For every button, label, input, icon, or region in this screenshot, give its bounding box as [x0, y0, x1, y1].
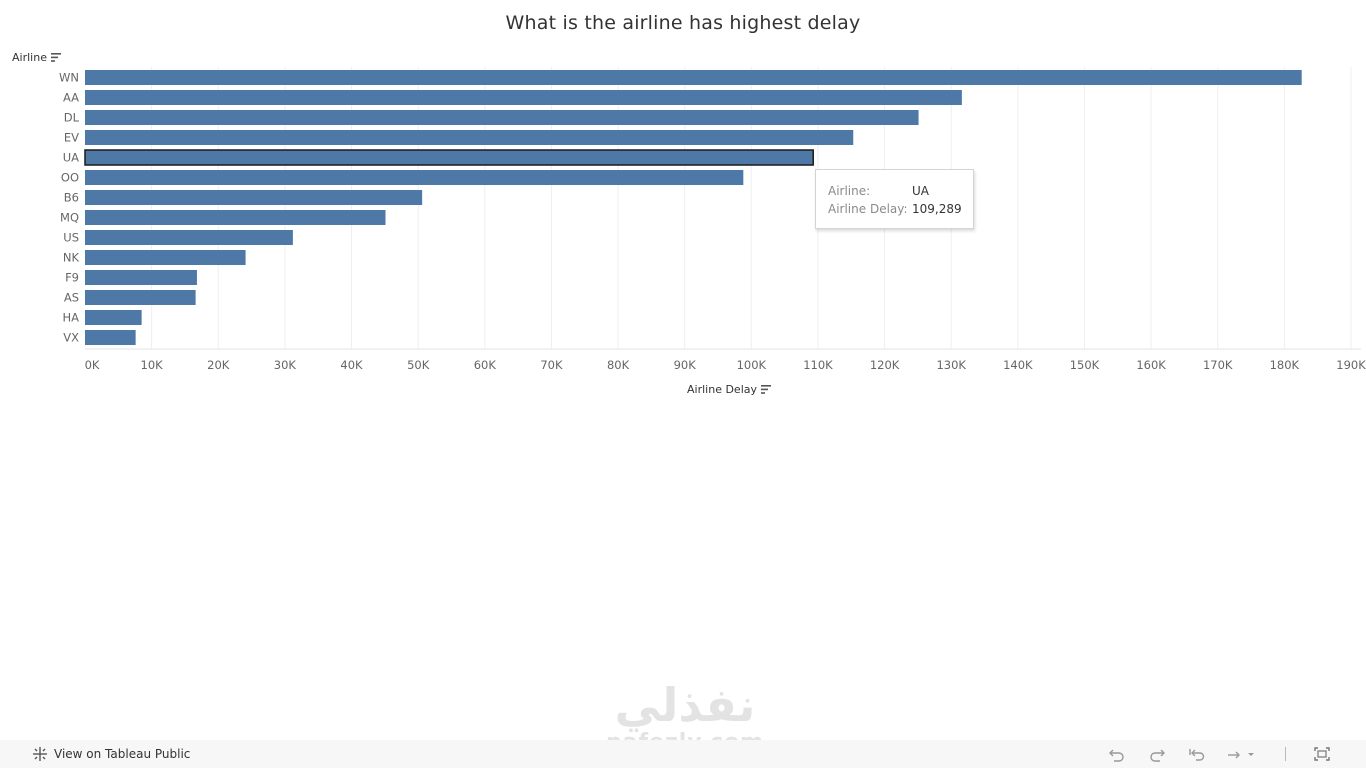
redo-icon[interactable] — [1148, 746, 1166, 762]
tableau-logo-icon — [33, 747, 47, 761]
toolbar-divider — [1285, 747, 1286, 761]
chart-title: What is the airline has highest delay — [505, 12, 861, 34]
tooltip-airline-value: UA — [912, 184, 929, 198]
y-tick-label: NK — [63, 251, 80, 265]
y-tick-label: UA — [63, 151, 79, 165]
footer-toolbar: View on Tableau Public — [0, 740, 1366, 768]
x-tick-label: 190K — [1336, 358, 1366, 372]
x-tick-label: 40K — [340, 358, 363, 372]
x-tick-label: 80K — [607, 358, 630, 372]
y-tick-label: F9 — [65, 271, 79, 285]
bar-wn[interactable] — [85, 70, 1302, 85]
x-tick-label: 0K — [85, 358, 100, 372]
bar-aa[interactable] — [85, 90, 962, 105]
bar-chart: 0K 10K 20K 30K 40K 50K 60K 70K 80K 90K 100K 110K 120… — [59, 67, 1366, 372]
bar-b6[interactable] — [85, 190, 423, 205]
x-tick-label: 130K — [936, 358, 966, 372]
bar-f9[interactable] — [85, 270, 197, 285]
bar-us[interactable] — [85, 230, 293, 245]
y-tick-label: WN — [59, 71, 79, 85]
bar-mq[interactable] — [85, 210, 386, 225]
sort-icon[interactable] — [50, 53, 61, 62]
x-tick-label: 50K — [407, 358, 430, 372]
x-tick-label: 140K — [1003, 358, 1033, 372]
x-tick-label: 70K — [540, 358, 563, 372]
x-axis-title: Airline Delay — [687, 383, 757, 396]
refresh-dropdown-icon[interactable] — [1226, 746, 1256, 762]
tooltip-delay-label: Airline Delay: — [828, 202, 908, 216]
bar-nk[interactable] — [85, 250, 246, 265]
view-on-tableau-public-button[interactable]: View on Tableau Public — [32, 746, 190, 762]
y-tick-label: B6 — [64, 191, 79, 205]
bar-dl[interactable] — [85, 110, 919, 125]
y-tick-label: DL — [64, 111, 80, 125]
tooltip: Airline: UA Airline Delay: 109,289 — [815, 169, 974, 229]
x-tick-label: 90K — [674, 358, 697, 372]
x-axis-header[interactable]: Airline Delay — [687, 383, 771, 396]
view-on-tableau-public-label: View on Tableau Public — [54, 747, 191, 761]
bar-ha[interactable] — [85, 310, 142, 325]
x-tick-label: 120K — [870, 358, 900, 372]
fullscreen-icon[interactable] — [1313, 746, 1331, 762]
y-tick-label: OO — [61, 171, 79, 185]
watermark-arabic: نفذلي — [614, 678, 756, 732]
x-tick-label: 150K — [1070, 358, 1100, 372]
sort-icon[interactable] — [761, 385, 771, 394]
x-tick-label: 10K — [141, 358, 164, 372]
tooltip-delay-value: 109,289 — [912, 202, 962, 216]
bar-vx[interactable] — [85, 330, 136, 345]
y-axis-header[interactable]: Airline — [12, 51, 61, 64]
y-tick-label: US — [63, 231, 79, 245]
x-tick-label: 160K — [1136, 358, 1166, 372]
tooltip-airline-label: Airline: — [828, 184, 871, 198]
y-tick-label: HA — [62, 311, 79, 325]
y-tick-label: EV — [64, 131, 79, 145]
revert-icon[interactable] — [1188, 746, 1206, 762]
y-tick-label: AS — [64, 291, 79, 305]
bar-oo[interactable] — [85, 170, 744, 185]
bar-ev[interactable] — [85, 130, 854, 145]
bar-as[interactable] — [85, 290, 196, 305]
x-tick-label: 20K — [207, 358, 230, 372]
y-axis-title: Airline — [12, 51, 47, 64]
undo-icon[interactable] — [1108, 746, 1126, 762]
x-tick-label: 100K — [737, 358, 767, 372]
x-tick-label: 30K — [274, 358, 297, 372]
bar-ua[interactable] — [84, 149, 814, 166]
x-tick-label: 60K — [474, 358, 497, 372]
x-tick-label: 170K — [1203, 358, 1233, 372]
y-tick-label: VX — [63, 331, 79, 345]
x-tick-label: 180K — [1270, 358, 1300, 372]
y-tick-label: AA — [63, 91, 79, 105]
x-tick-label: 110K — [803, 358, 833, 372]
y-tick-label: MQ — [60, 211, 79, 225]
